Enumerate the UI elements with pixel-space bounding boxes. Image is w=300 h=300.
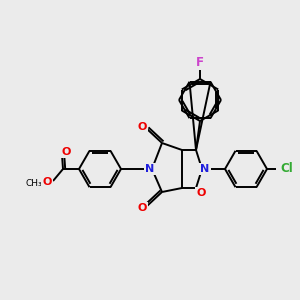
Text: O: O: [138, 122, 146, 132]
Text: F: F: [196, 56, 204, 70]
Text: O: O: [137, 122, 147, 132]
Text: F: F: [196, 58, 204, 68]
Text: N: N: [146, 164, 154, 174]
Text: O: O: [196, 188, 206, 198]
Text: O: O: [42, 177, 52, 187]
Text: N: N: [200, 164, 210, 174]
Text: O: O: [137, 203, 147, 213]
Text: O: O: [43, 177, 51, 187]
Text: N: N: [147, 164, 155, 174]
Text: O: O: [61, 147, 70, 157]
Text: O: O: [138, 203, 146, 213]
Text: Cl: Cl: [281, 164, 293, 174]
Text: O: O: [196, 188, 206, 198]
Text: CH₃: CH₃: [26, 178, 42, 188]
Text: N: N: [200, 164, 208, 174]
Text: O: O: [61, 147, 71, 157]
Text: Cl: Cl: [280, 163, 293, 176]
